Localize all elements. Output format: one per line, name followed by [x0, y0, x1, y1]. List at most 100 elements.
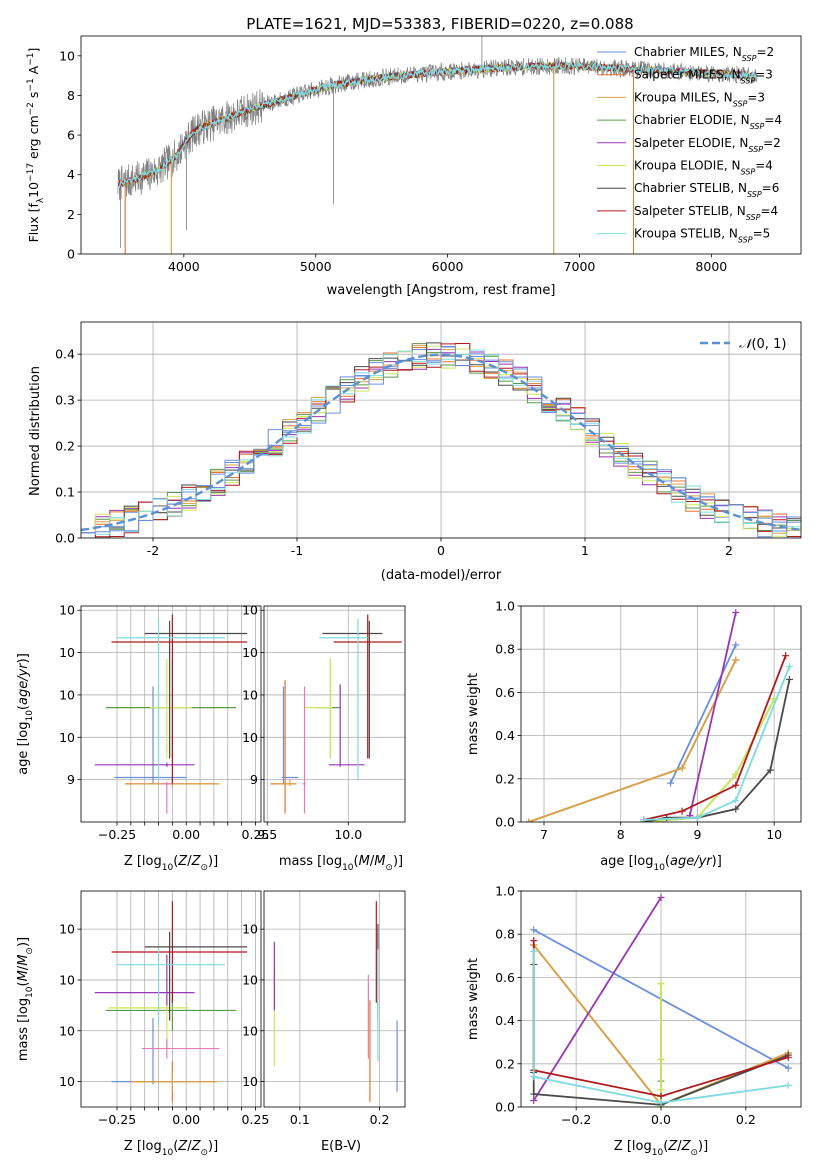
- residuals-ytick-label: 0.1: [55, 485, 75, 500]
- model-spectrum: [118, 60, 758, 189]
- weight-vs-age-ytick-label: 0.8: [495, 642, 515, 657]
- age-vs-mass-ytick-label: 10: [242, 645, 258, 660]
- plus-marker: [525, 818, 533, 822]
- age-vs-mass-xtick-label: 9.5: [257, 827, 277, 842]
- legend-entry: Salpeter ELODIE, NSSP=2: [634, 136, 781, 154]
- mass-vs-z-ytick-label: 10: [59, 1023, 75, 1038]
- residuals-plot-area: [81, 322, 801, 538]
- legend-entry: Kroupa ELODIE, NSSP=4: [634, 159, 773, 177]
- mass-vs-ebv-ytick-label: 10: [242, 1023, 258, 1038]
- spectrum-xlabel: wavelength [Angstrom, rest frame]: [327, 283, 556, 298]
- mass-vs-z-frame: [80, 890, 262, 1108]
- mass-vs-ebv-xtick-label: 0.1: [290, 1112, 310, 1127]
- weight-vs-age-ytick-label: 0.4: [495, 728, 515, 743]
- mass-vs-ebv-frame: [263, 890, 406, 1108]
- spectrum-legend: Chabrier MILES, NSSP=2 Salpeter MILES, NS…: [597, 45, 782, 244]
- weight-vs-age-ytick-label: 0.2: [495, 771, 515, 786]
- series-line: [688, 612, 737, 816]
- residuals-ylabel: Normed distribution: [28, 366, 43, 496]
- spectrum-ytick-label: 4: [67, 167, 75, 182]
- plus-marker: [640, 816, 648, 822]
- spectrum-ytick-label: 6: [67, 128, 75, 143]
- weight-vs-age-xtick-label: 10: [766, 827, 782, 842]
- plus-marker: [667, 779, 675, 787]
- mass-vs-z-ytick-label: 10: [59, 922, 75, 937]
- plus-marker: [657, 1086, 665, 1094]
- age-vs-mass-frame: [263, 605, 406, 823]
- weight-vs-z-plot-area: [521, 891, 801, 1107]
- residuals-xtick-label: 0: [437, 543, 445, 558]
- spectrum-xtick-label: 4000: [168, 259, 200, 274]
- residuals-ytick-label: 0.3: [55, 393, 75, 408]
- plus-marker: [732, 805, 740, 813]
- plus-marker: [785, 675, 793, 683]
- mass-vs-ebv-ytick-label: 10: [242, 972, 258, 987]
- legend-entry: Salpeter STELIB, NSSP=4: [634, 204, 778, 222]
- spectrum-frame: [80, 35, 802, 255]
- residuals-axes: -2 -1 0 1 2 0.0 0.1 0.2 0.3 0.4 𝒩(0, 1) (data-model…: [28, 321, 802, 583]
- weight-vs-z-xtick-label: 0.2: [736, 1112, 756, 1127]
- plus-marker: [530, 1090, 538, 1098]
- mass-vs-z-ytick-label: 10: [59, 1074, 75, 1089]
- weight-vs-z-ytick-label: 0.2: [495, 1056, 515, 1071]
- weight-vs-age-xtick-label: 8: [617, 827, 625, 842]
- residuals-ytick-label: 0.2: [55, 439, 75, 454]
- age-vs-mass-plot-area: [264, 606, 405, 822]
- plus-marker: [657, 1092, 665, 1100]
- legend-entry: Kroupa STELIB, NSSP=5: [634, 227, 770, 245]
- z-axis-label: Z [log10(Z/Z⊙)]: [124, 1139, 218, 1158]
- normal-curve: [81, 353, 801, 532]
- weight-vs-z-ytick-label: 0.6: [495, 970, 515, 985]
- series-line: [528, 659, 737, 822]
- spectrum-axes: 4000 5000 6000 7000 8000 0 2 4 6 8 10 Chabrier MILE…: [26, 35, 802, 298]
- series-line: [532, 951, 789, 1104]
- plus-marker: [732, 608, 740, 616]
- weight-vs-age-axes: 7 8 9 10 0.0 0.2 0.4 0.6 0.8 1.0 age [log10(age/yr…: [466, 599, 802, 873]
- legend-entry: Chabrier ELODIE, NSSP=4: [634, 113, 782, 131]
- mass-vs-ebv-plot-area: [264, 891, 405, 1107]
- mass-vs-z-xtick-label: −0.25: [98, 1112, 136, 1127]
- weight-vs-age-ytick-label: 0.0: [495, 815, 515, 830]
- age-vs-z-ytick-label: 10: [59, 645, 75, 660]
- series-line: [528, 659, 737, 822]
- residuals-ytick-label: 0.0: [55, 531, 75, 546]
- weight-vs-z-axes: −0.2 0.0 0.2 0.0 0.2 0.4 0.6 0.8 1.0 Z [log10(Z/Z…: [466, 884, 802, 1158]
- plus-marker: [732, 781, 740, 789]
- series-line: [643, 698, 775, 822]
- age-axis-label: age [log10(age/yr)]: [16, 653, 35, 775]
- weight-vs-age-frame: [520, 605, 802, 823]
- series-line: [643, 655, 787, 821]
- age-vs-mass-ytick-label: 10: [242, 603, 258, 618]
- mass-axis-label: mass [log10(M/M⊙)]: [279, 854, 403, 873]
- spectrum-ytick-label: 0: [67, 247, 75, 262]
- age-vs-z-ytick-label: 10: [59, 687, 75, 702]
- plus-marker: [657, 980, 665, 988]
- mass-axis-label: mass [log10(M/M⊙)]: [16, 937, 35, 1061]
- weight-vs-z-ylabel: mass weight: [466, 958, 481, 1040]
- weight-vs-age-xtick-label: 7: [540, 827, 548, 842]
- legend-entry: Chabrier STELIB, NSSP=6: [634, 181, 779, 199]
- age-vs-z-plot-area: [81, 606, 261, 822]
- mass-vs-z-xtick-label: 0.00: [172, 1112, 200, 1127]
- weight-vs-z-ytick-label: 1.0: [495, 884, 515, 899]
- spectrum-ytick-label: 8: [67, 88, 75, 103]
- age-vs-z-ytick-label: 10: [59, 730, 75, 745]
- mass-vs-z-ytick-label: 10: [59, 972, 75, 987]
- age-vs-z-xtick-label: −0.25: [98, 827, 136, 842]
- residuals-xlabel: (data-model)/error: [381, 568, 502, 583]
- weight-vs-age-plot-area: [521, 606, 801, 822]
- plus-marker: [530, 947, 538, 955]
- plus-marker: [732, 796, 740, 804]
- legend-entry: Salpeter MILES, NSSP=3: [634, 68, 773, 86]
- residual-histogram: [81, 349, 801, 538]
- plus-marker: [782, 652, 790, 660]
- spectrum-xtick-label: 5000: [300, 259, 332, 274]
- z-axis-label: Z [log10(Z/Z⊙)]: [124, 854, 218, 873]
- age-vs-z-axes: −0.25 0.00 0.25 9 10 10 10 10 Z [log10(Z/Z⊙)] age…: [16, 603, 269, 873]
- residuals-xtick-label: 2: [725, 543, 733, 558]
- age-vs-mass-ytick-label: 10: [242, 730, 258, 745]
- residuals-xtick-label: -1: [291, 543, 303, 558]
- spectrum-xtick-label: 6000: [432, 259, 464, 274]
